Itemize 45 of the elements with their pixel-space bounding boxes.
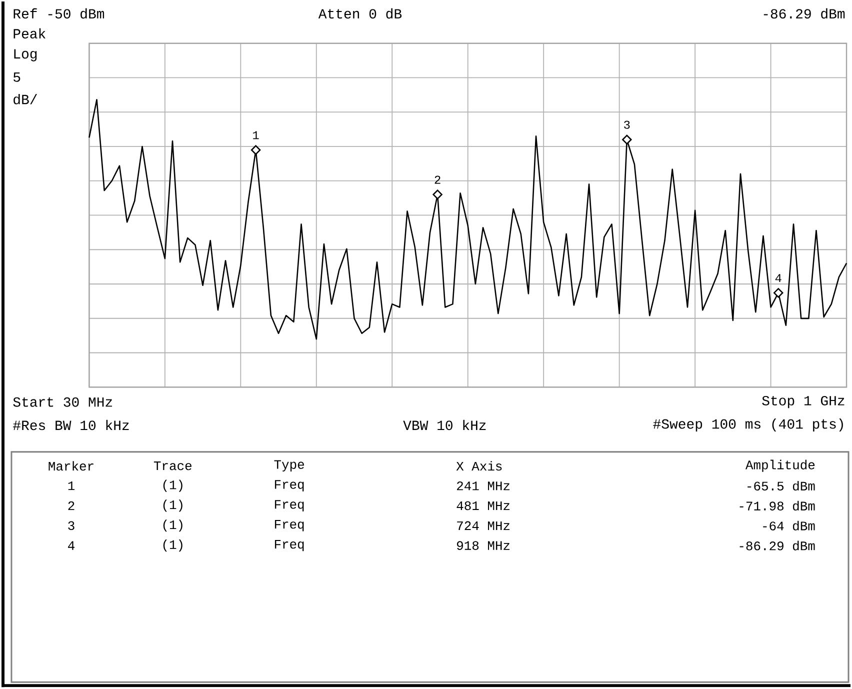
text: (1) (163, 480, 182, 492)
text: 241 MHz (457, 482, 510, 490)
text: 1 (68, 482, 75, 490)
text: Peak (14, 28, 46, 39)
text: Trace (154, 462, 192, 470)
text: Freq (274, 540, 304, 552)
text: 4 (68, 542, 74, 550)
text: Start 30 MHz (13, 398, 112, 408)
text: Ref -50 dBm (14, 8, 104, 19)
text: 5 (14, 72, 20, 82)
text: -86.29 dBm (764, 8, 845, 19)
text: 2 (68, 502, 74, 510)
text: 3 (68, 521, 74, 530)
text: -71.98 dBm (740, 501, 815, 511)
text: Freq (274, 520, 304, 532)
text: #Res BW 10 kHz (13, 420, 129, 430)
annotation: 4 (775, 274, 782, 282)
text: Stop 1 GHz (762, 396, 844, 408)
text: -86.29 dBm (740, 541, 815, 551)
text: -65.5 dBm (748, 481, 815, 491)
text: Marker (48, 461, 94, 471)
point (432, 190, 442, 200)
annotation: 1 (253, 132, 259, 140)
point (773, 288, 784, 298)
text: (1) (163, 540, 182, 552)
text: Log (14, 49, 37, 62)
text: Atten 0 dB (318, 8, 402, 19)
annotation: 3 (624, 120, 630, 130)
text: Freq (274, 480, 304, 492)
text: (1) (163, 500, 182, 512)
annotation: 2 (434, 176, 440, 184)
text: (1) (163, 520, 182, 532)
text: Type (274, 460, 304, 472)
point (622, 134, 632, 145)
point (250, 145, 261, 156)
text: 918 MHz (456, 541, 510, 550)
text: Freq (274, 500, 304, 512)
text: #Sweep 100 ms (401 pts) (653, 418, 843, 432)
text: -64 dBm (763, 521, 815, 531)
text: X Axis (456, 461, 502, 471)
text: Amplitude (745, 460, 815, 472)
text: VBW 10 kHz (403, 420, 486, 430)
text: dB/ (14, 94, 37, 104)
text: 724 MHz (457, 522, 510, 530)
text: 481 MHz (456, 502, 510, 510)
